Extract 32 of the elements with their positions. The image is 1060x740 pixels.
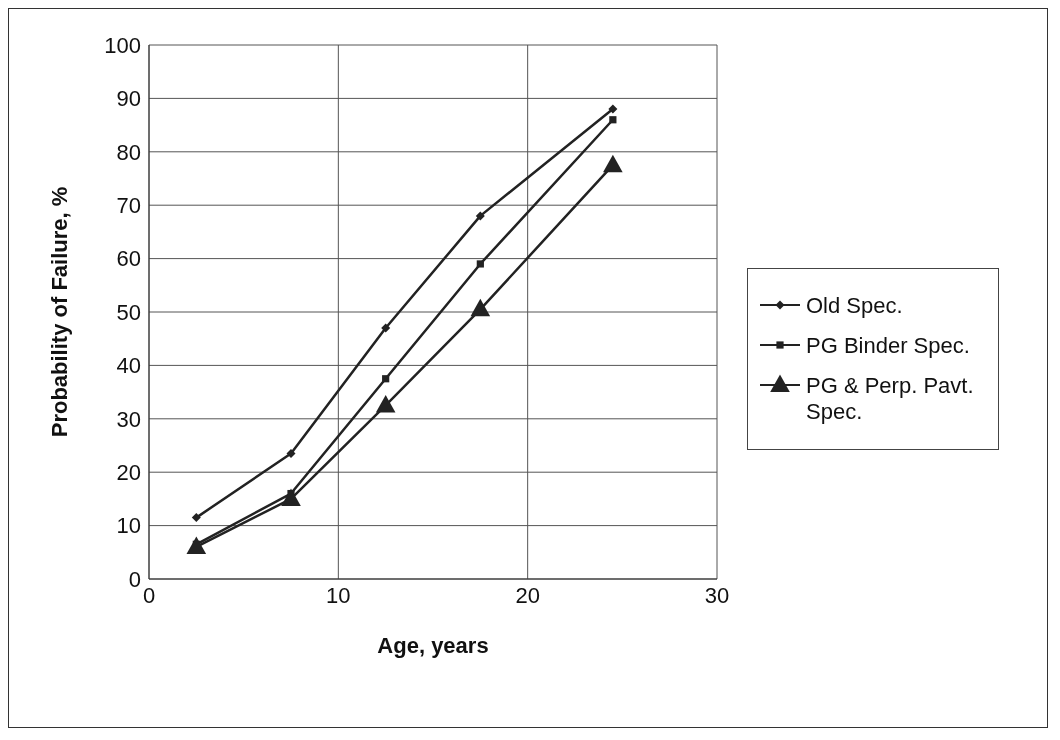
y-tick-label: 30: [116, 406, 141, 432]
point: [608, 104, 618, 114]
point: [281, 488, 301, 506]
point: [381, 323, 391, 333]
y-tick-label: 0: [128, 566, 141, 592]
x-tick-label: 20: [515, 582, 540, 608]
y-tick-label: 90: [116, 86, 141, 112]
point: [375, 394, 396, 413]
point: [186, 536, 207, 554]
point: [191, 513, 201, 523]
y-tick-label: 10: [116, 513, 141, 539]
x-tick-label: 30: [704, 582, 730, 608]
y-tick-label: 20: [116, 460, 141, 486]
y-axis-title: Probability of Failure, %: [46, 186, 72, 438]
point: [603, 154, 623, 173]
point: [470, 298, 491, 317]
point: [286, 449, 296, 459]
legend-label: PG & Perp. Pavt. Spec.: [806, 373, 975, 425]
point: [476, 260, 484, 268]
x-axis-title: Age, years: [377, 633, 489, 658]
point: [475, 211, 485, 221]
y-tick-label: 100: [104, 32, 141, 58]
legend-label: Old Spec.: [806, 293, 903, 319]
y-tick-label: 40: [116, 353, 141, 379]
y-tick-label: 50: [116, 299, 141, 325]
legend-label: PG Binder Spec.: [806, 333, 970, 359]
y-tick-label: 70: [116, 193, 141, 219]
point: [609, 116, 617, 124]
y-tick-label: 80: [116, 139, 141, 165]
point: [382, 375, 390, 383]
x-tick-label: 10: [326, 582, 351, 608]
y-tick-label: 60: [116, 246, 141, 272]
